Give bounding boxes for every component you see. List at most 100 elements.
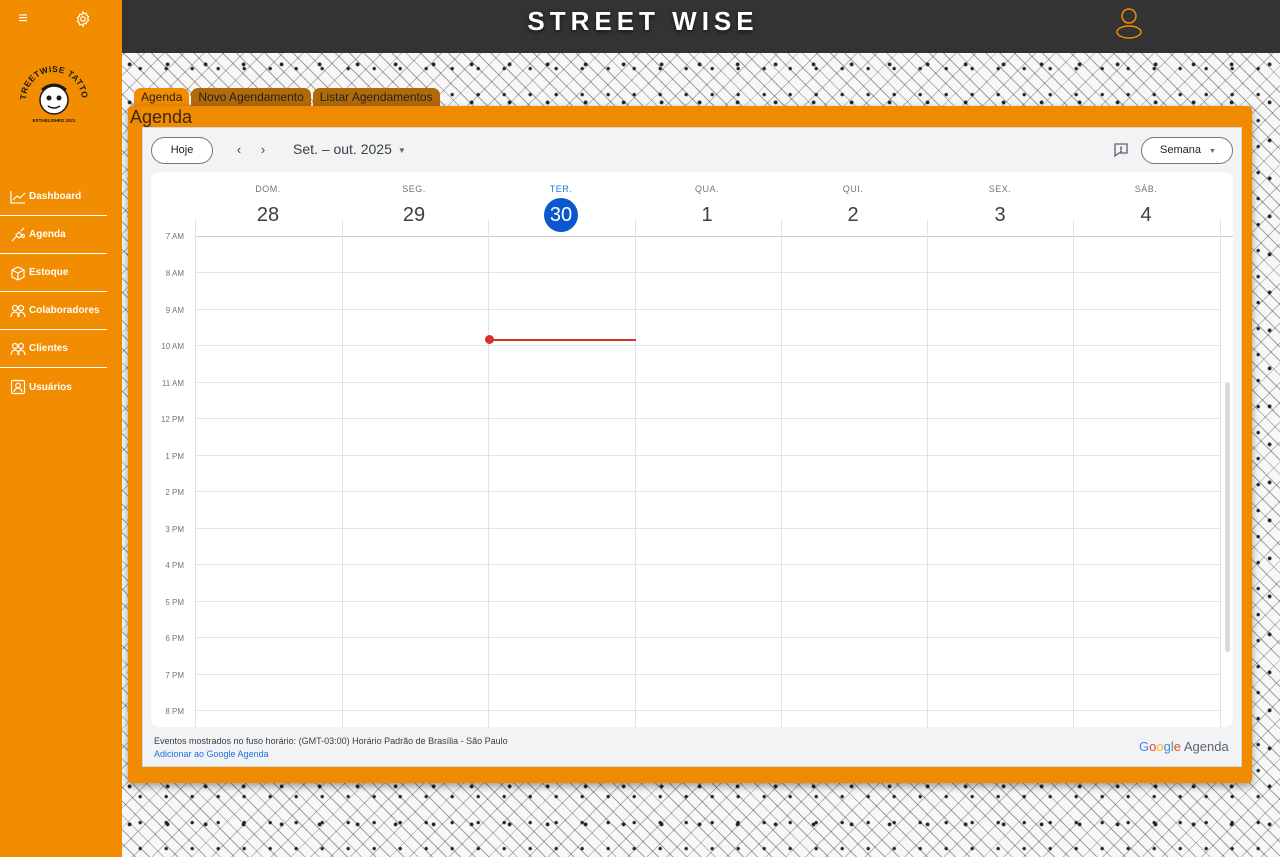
gear-icon[interactable] <box>74 10 92 28</box>
day-name: TER. <box>549 184 573 194</box>
hour-line <box>195 272 1221 273</box>
day-column-monday[interactable]: SEG. 29 <box>341 172 487 236</box>
header-divider <box>195 236 1233 237</box>
hour-line <box>195 345 1221 346</box>
google-agenda-logo[interactable]: Google Agenda <box>1139 739 1229 754</box>
today-button[interactable]: Hoje <box>151 137 213 164</box>
prev-week-icon[interactable]: ‹ <box>236 142 242 157</box>
hour-line <box>195 564 1221 565</box>
hour-line <box>195 674 1221 675</box>
sidebar-item-label: Estoque <box>29 267 69 278</box>
day-name: QUI. <box>842 184 864 194</box>
current-time-line <box>490 339 636 341</box>
day-number[interactable]: 4 <box>1140 204 1152 226</box>
calendar-toolbar: Hoje ‹ › Set. – out. 2025 ▼ Semana ▼ <box>143 128 1241 172</box>
time-label: 7 AM <box>165 232 184 241</box>
sidebar-item-label: Agenda <box>29 229 66 240</box>
day-column-friday[interactable]: SEX. 3 <box>927 172 1073 236</box>
user-profile-icon[interactable] <box>1114 6 1144 40</box>
hour-line <box>195 455 1221 456</box>
day-column-sunday[interactable]: DOM. 28 <box>195 172 341 236</box>
sidebar-item-agenda[interactable]: Agenda <box>0 216 107 254</box>
time-label: 8 AM <box>165 269 184 278</box>
time-label: 5 PM <box>165 598 184 607</box>
date-range-selector[interactable]: Set. – out. 2025 ▼ <box>293 141 406 157</box>
time-label: 7 PM <box>165 671 184 680</box>
people-icon <box>10 342 26 355</box>
sidebar-item-dashboard[interactable]: Dashboard <box>0 178 107 216</box>
day-column-thursday[interactable]: QUI. 2 <box>780 172 926 236</box>
google-product-label: Agenda <box>1183 739 1229 754</box>
day-column-wednesday[interactable]: QUA. 1 <box>634 172 780 236</box>
time-label: 2 PM <box>165 488 184 497</box>
people-icon <box>10 304 26 317</box>
time-label: 10 AM <box>161 342 184 351</box>
date-range-label: Set. – out. 2025 <box>293 141 392 157</box>
time-label: 11 AM <box>161 379 184 388</box>
user-card-icon <box>10 379 26 395</box>
sidebar-item-label: Clientes <box>29 343 68 354</box>
day-number[interactable]: 3 <box>994 204 1006 226</box>
sidebar-top: ≡ <box>0 10 122 30</box>
tab-listar-agendamentos[interactable]: Listar Agendamentos <box>312 88 440 106</box>
tab-novo-agendamento[interactable]: Novo Agendamento <box>191 88 311 106</box>
calendar-scrollbar[interactable] <box>1225 382 1230 652</box>
day-number[interactable]: 29 <box>402 204 426 226</box>
day-divider <box>342 220 343 727</box>
hour-line <box>195 637 1221 638</box>
day-name: DOM. <box>255 184 281 194</box>
page-tabs: Agenda Novo Agendamento Listar Agendamen… <box>134 88 442 106</box>
top-header: STREET WISE <box>122 0 1280 53</box>
timezone-note: Eventos mostrados no fuso horário: (GMT-… <box>154 736 508 746</box>
hamburger-menu-icon[interactable]: ≡ <box>18 10 28 27</box>
chevron-down-icon: ▼ <box>1208 148 1216 155</box>
chart-line-icon <box>10 190 26 204</box>
hour-line <box>195 601 1221 602</box>
view-selector[interactable]: Semana ▼ <box>1141 137 1233 164</box>
time-label: 12 PM <box>160 415 184 424</box>
day-column-saturday[interactable]: SÁB. 4 <box>1073 172 1219 236</box>
page-title: Agenda <box>130 107 193 127</box>
day-number-today[interactable]: 30 <box>544 198 578 232</box>
google-wordmark: Google <box>1139 739 1181 754</box>
sidebar-item-clientes[interactable]: Clientes <box>0 330 107 368</box>
day-name: SÁB. <box>1134 184 1158 194</box>
day-name: SEX. <box>988 184 1012 194</box>
day-number[interactable]: 2 <box>847 204 859 226</box>
day-number[interactable]: 1 <box>701 204 713 226</box>
day-divider <box>1073 220 1074 727</box>
day-name: QUA. <box>694 184 719 194</box>
hour-line <box>195 528 1221 529</box>
sidebar-item-colaboradores[interactable]: Colaboradores <box>0 292 107 330</box>
sidebar-item-usuarios[interactable]: Usuários <box>0 368 107 406</box>
hour-line <box>195 418 1221 419</box>
current-time-dot <box>485 335 494 344</box>
logo-established: ESTABLISHED 2021 <box>33 118 76 123</box>
sidebar-item-label: Usuários <box>29 381 72 393</box>
brand-title: STREET WISE <box>527 6 759 36</box>
time-label: 1 PM <box>165 452 184 461</box>
sidebar-item-estoque[interactable]: Estoque <box>0 254 107 292</box>
day-divider <box>927 220 928 727</box>
day-divider <box>195 220 196 727</box>
hour-line <box>195 382 1221 383</box>
time-label: 8 PM <box>165 707 184 716</box>
view-label: Semana <box>1160 144 1201 156</box>
day-divider <box>1220 220 1221 727</box>
time-label: 6 PM <box>165 634 184 643</box>
tab-agenda[interactable]: Agenda <box>134 88 190 106</box>
sidebar-item-label: Colaboradores <box>29 305 100 316</box>
day-divider <box>635 220 636 727</box>
day-column-tuesday-today[interactable]: TER. 30 <box>488 172 634 236</box>
time-label: 3 PM <box>165 525 184 534</box>
hour-line <box>195 710 1221 711</box>
feedback-icon[interactable] <box>1113 142 1129 158</box>
day-divider <box>488 220 489 727</box>
day-number[interactable]: 28 <box>256 204 280 226</box>
day-name: SEG. <box>402 184 426 194</box>
time-label: 9 AM <box>165 306 184 315</box>
chevron-down-icon: ▼ <box>397 145 406 155</box>
next-week-icon[interactable]: › <box>260 142 266 157</box>
add-to-google-calendar-link[interactable]: Adicionar ao Google Agenda <box>154 749 269 759</box>
